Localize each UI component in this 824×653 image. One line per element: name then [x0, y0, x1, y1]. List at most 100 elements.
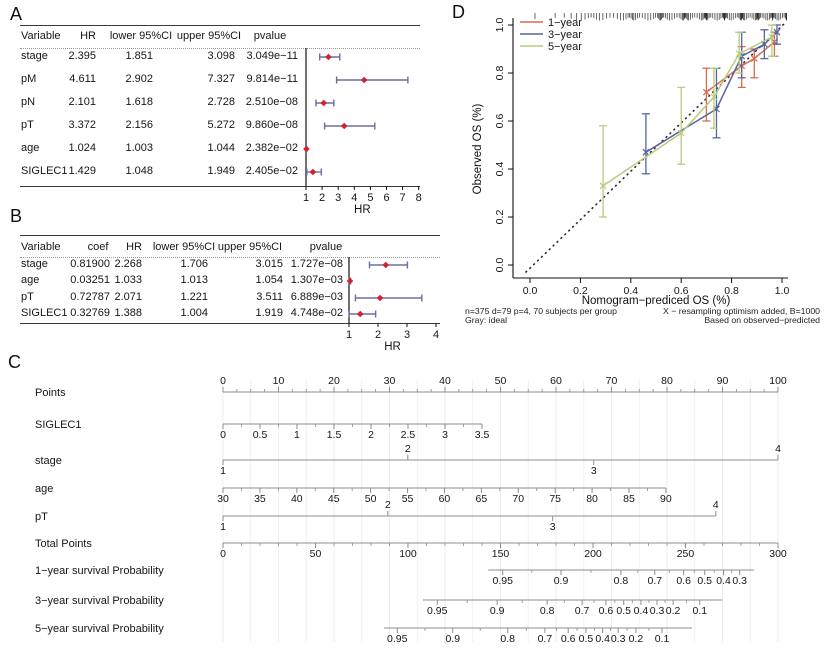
- svg-text:0.2: 0.2: [573, 285, 588, 297]
- table-cell: 1.388: [114, 307, 142, 319]
- svg-text:1.0: 1.0: [494, 18, 506, 33]
- nomogram-tick-label: 85: [623, 493, 635, 505]
- nomogram-row-label: pT: [35, 511, 48, 523]
- column-header: upper 95%CI: [217, 241, 283, 253]
- svg-text:5: 5: [367, 192, 373, 204]
- table-cell: 0.32769: [70, 307, 110, 319]
- table-cell: 1.024: [68, 142, 96, 154]
- table-cell: 3.049e−11: [246, 50, 299, 62]
- table-cell: 2.382e−02: [245, 142, 298, 154]
- nomogram-tick-label: 70: [606, 375, 618, 387]
- svg-text:4: 4: [351, 192, 357, 204]
- table-cell: 2.268: [114, 258, 142, 270]
- table-cell: 2.405e−02: [245, 165, 298, 177]
- row-variable: age: [21, 274, 40, 286]
- hr-axis: 1 2 3 4 5 6 7 8 HR: [303, 186, 422, 216]
- nomogram-tick-label: 1: [220, 465, 226, 477]
- ci-whisker: [346, 277, 354, 285]
- nomogram-tick-label: 0.7: [575, 605, 590, 617]
- nomogram-row-label: Total Points: [35, 538, 92, 550]
- column-header: pvalue: [309, 241, 343, 253]
- nomogram-tick-label: 4: [775, 443, 781, 455]
- table-cell: 6.889e−03: [290, 291, 343, 303]
- calibration-note-1-right: X − resampling optimism added, B=1000: [663, 306, 820, 316]
- table-row: SIGLEC1 1.429 1.048 1.949 2.405e−02: [8, 165, 440, 179]
- multivariate-cox-panel: Variable coef HR lower 95%CI upper 95%CI pval…: [8, 215, 448, 357]
- table-cell: 2.395: [68, 50, 96, 62]
- nomogram-tick-label: 0.8: [500, 633, 515, 645]
- nomogram-tick-label: 2: [405, 443, 411, 455]
- panel-c-label: C: [8, 352, 21, 372]
- nomogram-tick-label: 2.5: [401, 429, 416, 441]
- nomogram-tick-label: 0.6: [676, 575, 691, 587]
- svg-text:0.0: 0.0: [494, 258, 506, 273]
- nomogram-tick-label: 35: [254, 493, 266, 505]
- nomogram-tick-label: 0.6: [561, 633, 576, 645]
- calibration-axes: 0.0 0.2 0.4 0.6 0.8 1.0 0.0 0.2 0.4 0.6 0.8 1.0: [494, 18, 789, 297]
- svg-text:0.4: 0.4: [623, 285, 638, 297]
- nomogram-tick-label: 2: [385, 499, 391, 511]
- ci-whisker: [354, 294, 423, 302]
- nomogram-row: 1−year survival Probability 0.95 0.9 0.8 0.7…: [35, 565, 755, 587]
- nomogram-tick-label: 40: [291, 493, 303, 505]
- table-cell: 3.015: [255, 258, 283, 270]
- nomogram-row: Points 0 10 20 30 40 50 60 70 80 90 100: [35, 375, 787, 399]
- table-cell: 3.372: [68, 119, 96, 131]
- nomogram-tick-label: 50: [365, 493, 377, 505]
- calibration-note-2-left: Gray: ideal: [465, 315, 508, 325]
- svg-text:7: 7: [400, 192, 406, 204]
- univariate-cox-panel: Variable HR lower 95%CI upper 95%CI pvalue st…: [8, 0, 440, 216]
- nomogram-tick-label: 0.7: [647, 575, 662, 587]
- column-header: HR: [80, 30, 96, 42]
- table-cell: 2.156: [125, 119, 153, 131]
- nomogram-tick-label: 40: [439, 375, 451, 387]
- hr-axis-title: HR: [384, 341, 401, 353]
- svg-text:0.2: 0.2: [494, 210, 506, 225]
- table-cell: 1.851: [125, 50, 153, 62]
- nomogram-tick-label: 0.95: [387, 633, 408, 645]
- hr-point: [309, 168, 317, 176]
- panel-d-label: D: [452, 2, 465, 22]
- svg-text:0.8: 0.8: [494, 66, 506, 81]
- table-cell: 9.814e−11: [246, 73, 299, 85]
- x-marker: [735, 50, 743, 58]
- row-variable: pT: [21, 119, 34, 131]
- nomogram-tick-label: 50: [495, 375, 507, 387]
- column-header: Variable: [21, 30, 61, 42]
- table-header-rule: [20, 257, 440, 258]
- nomogram-tick-label: 0.9: [445, 633, 460, 645]
- table-row: stage 2.395 1.851 3.098 3.049e−11: [8, 50, 440, 64]
- hr-point: [376, 294, 384, 302]
- rug-ticks: [534, 13, 787, 21]
- nomogram-tick-label: 2: [368, 429, 374, 441]
- nomogram-row-label: 1−year survival Probability: [35, 565, 164, 577]
- table-cell: 9.860e−08: [245, 119, 298, 131]
- nomogram-tick-label: 0.8: [614, 575, 629, 587]
- nomogram-row-label: 5−year survival Probability: [35, 623, 164, 635]
- nomogram-tick-label: 70: [512, 493, 524, 505]
- nomogram-tick-label: 0: [220, 375, 226, 387]
- table-header-row: Variable HR lower 95%CI upper 95%CI pvalue: [8, 30, 440, 44]
- nomogram-tick-label: 0.9: [490, 605, 505, 617]
- table-cell: 1.919: [255, 307, 283, 319]
- nomogram-tick-label: 0.3: [611, 633, 626, 645]
- nomogram-tick-label: 0.3: [732, 575, 747, 587]
- table-cell: 4.611: [69, 73, 96, 85]
- nomogram-row-label: SIGLEC1: [35, 419, 81, 431]
- nomogram-row: SIGLEC1 0 0.5 1 1.5 2 2.5 3 3.5: [35, 419, 489, 441]
- table-cell: 1.004: [180, 307, 208, 319]
- nomogram-tick-label: 60: [550, 375, 562, 387]
- x-marker: [677, 129, 685, 137]
- nomogram-tick-label: 0.4: [595, 633, 610, 645]
- table-top-rule: [20, 235, 440, 236]
- column-header: lower 95%CI: [109, 30, 173, 42]
- row-variable: pN: [21, 96, 36, 108]
- table-cell: 1.033: [114, 274, 142, 286]
- nomogram-tick-label: 0.4: [716, 575, 731, 587]
- row-variable: stage: [21, 258, 48, 270]
- hr-point: [360, 76, 368, 84]
- hr-point: [325, 53, 332, 61]
- nomogram-tick-label: 80: [661, 375, 673, 387]
- panel-a-label: A: [10, 4, 23, 24]
- table-row: SIGLEC1 0.32769 1.388 1.004 1.919 4.748e−02: [8, 307, 448, 321]
